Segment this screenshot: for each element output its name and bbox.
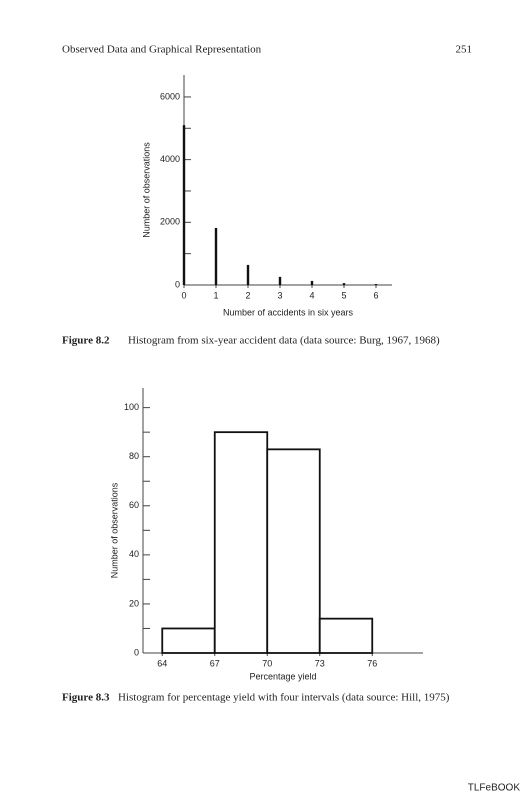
spike	[214, 227, 218, 285]
x-axis-label: Number of accidents in six years	[223, 307, 354, 317]
histogram-bar	[161, 627, 216, 654]
y-tick-label: 80	[129, 451, 139, 461]
figure-caption: Histogram from six-year accident data (d…	[128, 335, 440, 347]
spike	[278, 276, 282, 285]
spike	[310, 280, 314, 285]
y-tick-label: 0	[134, 647, 139, 657]
y-tick-label: 0	[175, 279, 180, 289]
y-axis-label: Number of observations	[141, 142, 151, 238]
y-tick-label: 20	[129, 598, 139, 608]
spike	[342, 283, 346, 285]
histogram-bar	[213, 431, 269, 654]
x-tick-label: 6	[373, 290, 378, 300]
spike	[374, 284, 378, 285]
figure-caption: Histogram for percentage yield with four…	[118, 692, 450, 704]
x-tick-label: 5	[341, 290, 346, 300]
histogram-bar	[318, 617, 374, 654]
spike	[246, 264, 250, 285]
y-tick-label: 100	[124, 402, 139, 412]
x-tick-label: 67	[210, 658, 220, 668]
x-tick-label: 4	[309, 290, 314, 300]
page-number: 251	[456, 44, 473, 56]
x-tick-label: 3	[277, 290, 282, 300]
y-tick-label: 4000	[160, 154, 180, 164]
histogram-bar	[266, 448, 321, 654]
y-tick-label: 6000	[160, 91, 180, 101]
x-tick-label: 76	[367, 658, 377, 668]
x-axis-label: Percentage yield	[249, 671, 316, 681]
footer: TLFeBOOK	[468, 783, 521, 794]
x-tick-label: 64	[157, 658, 167, 668]
x-tick-label: 2	[245, 290, 250, 300]
spike	[182, 125, 186, 285]
y-tick-label: 40	[129, 549, 139, 559]
x-tick-label: 1	[213, 290, 218, 300]
x-tick-label: 70	[262, 658, 272, 668]
figure-label: Figure 8.2	[62, 335, 110, 347]
running-header: Observed Data and Graphical Representati…	[62, 44, 262, 56]
y-axis-label: Number of observations	[109, 482, 119, 578]
y-tick-label: 2000	[160, 217, 180, 227]
x-tick-label: 73	[315, 658, 325, 668]
x-tick-label: 0	[181, 290, 186, 300]
figure-label: Figure 8.3	[62, 692, 110, 704]
y-tick-label: 60	[129, 500, 139, 510]
